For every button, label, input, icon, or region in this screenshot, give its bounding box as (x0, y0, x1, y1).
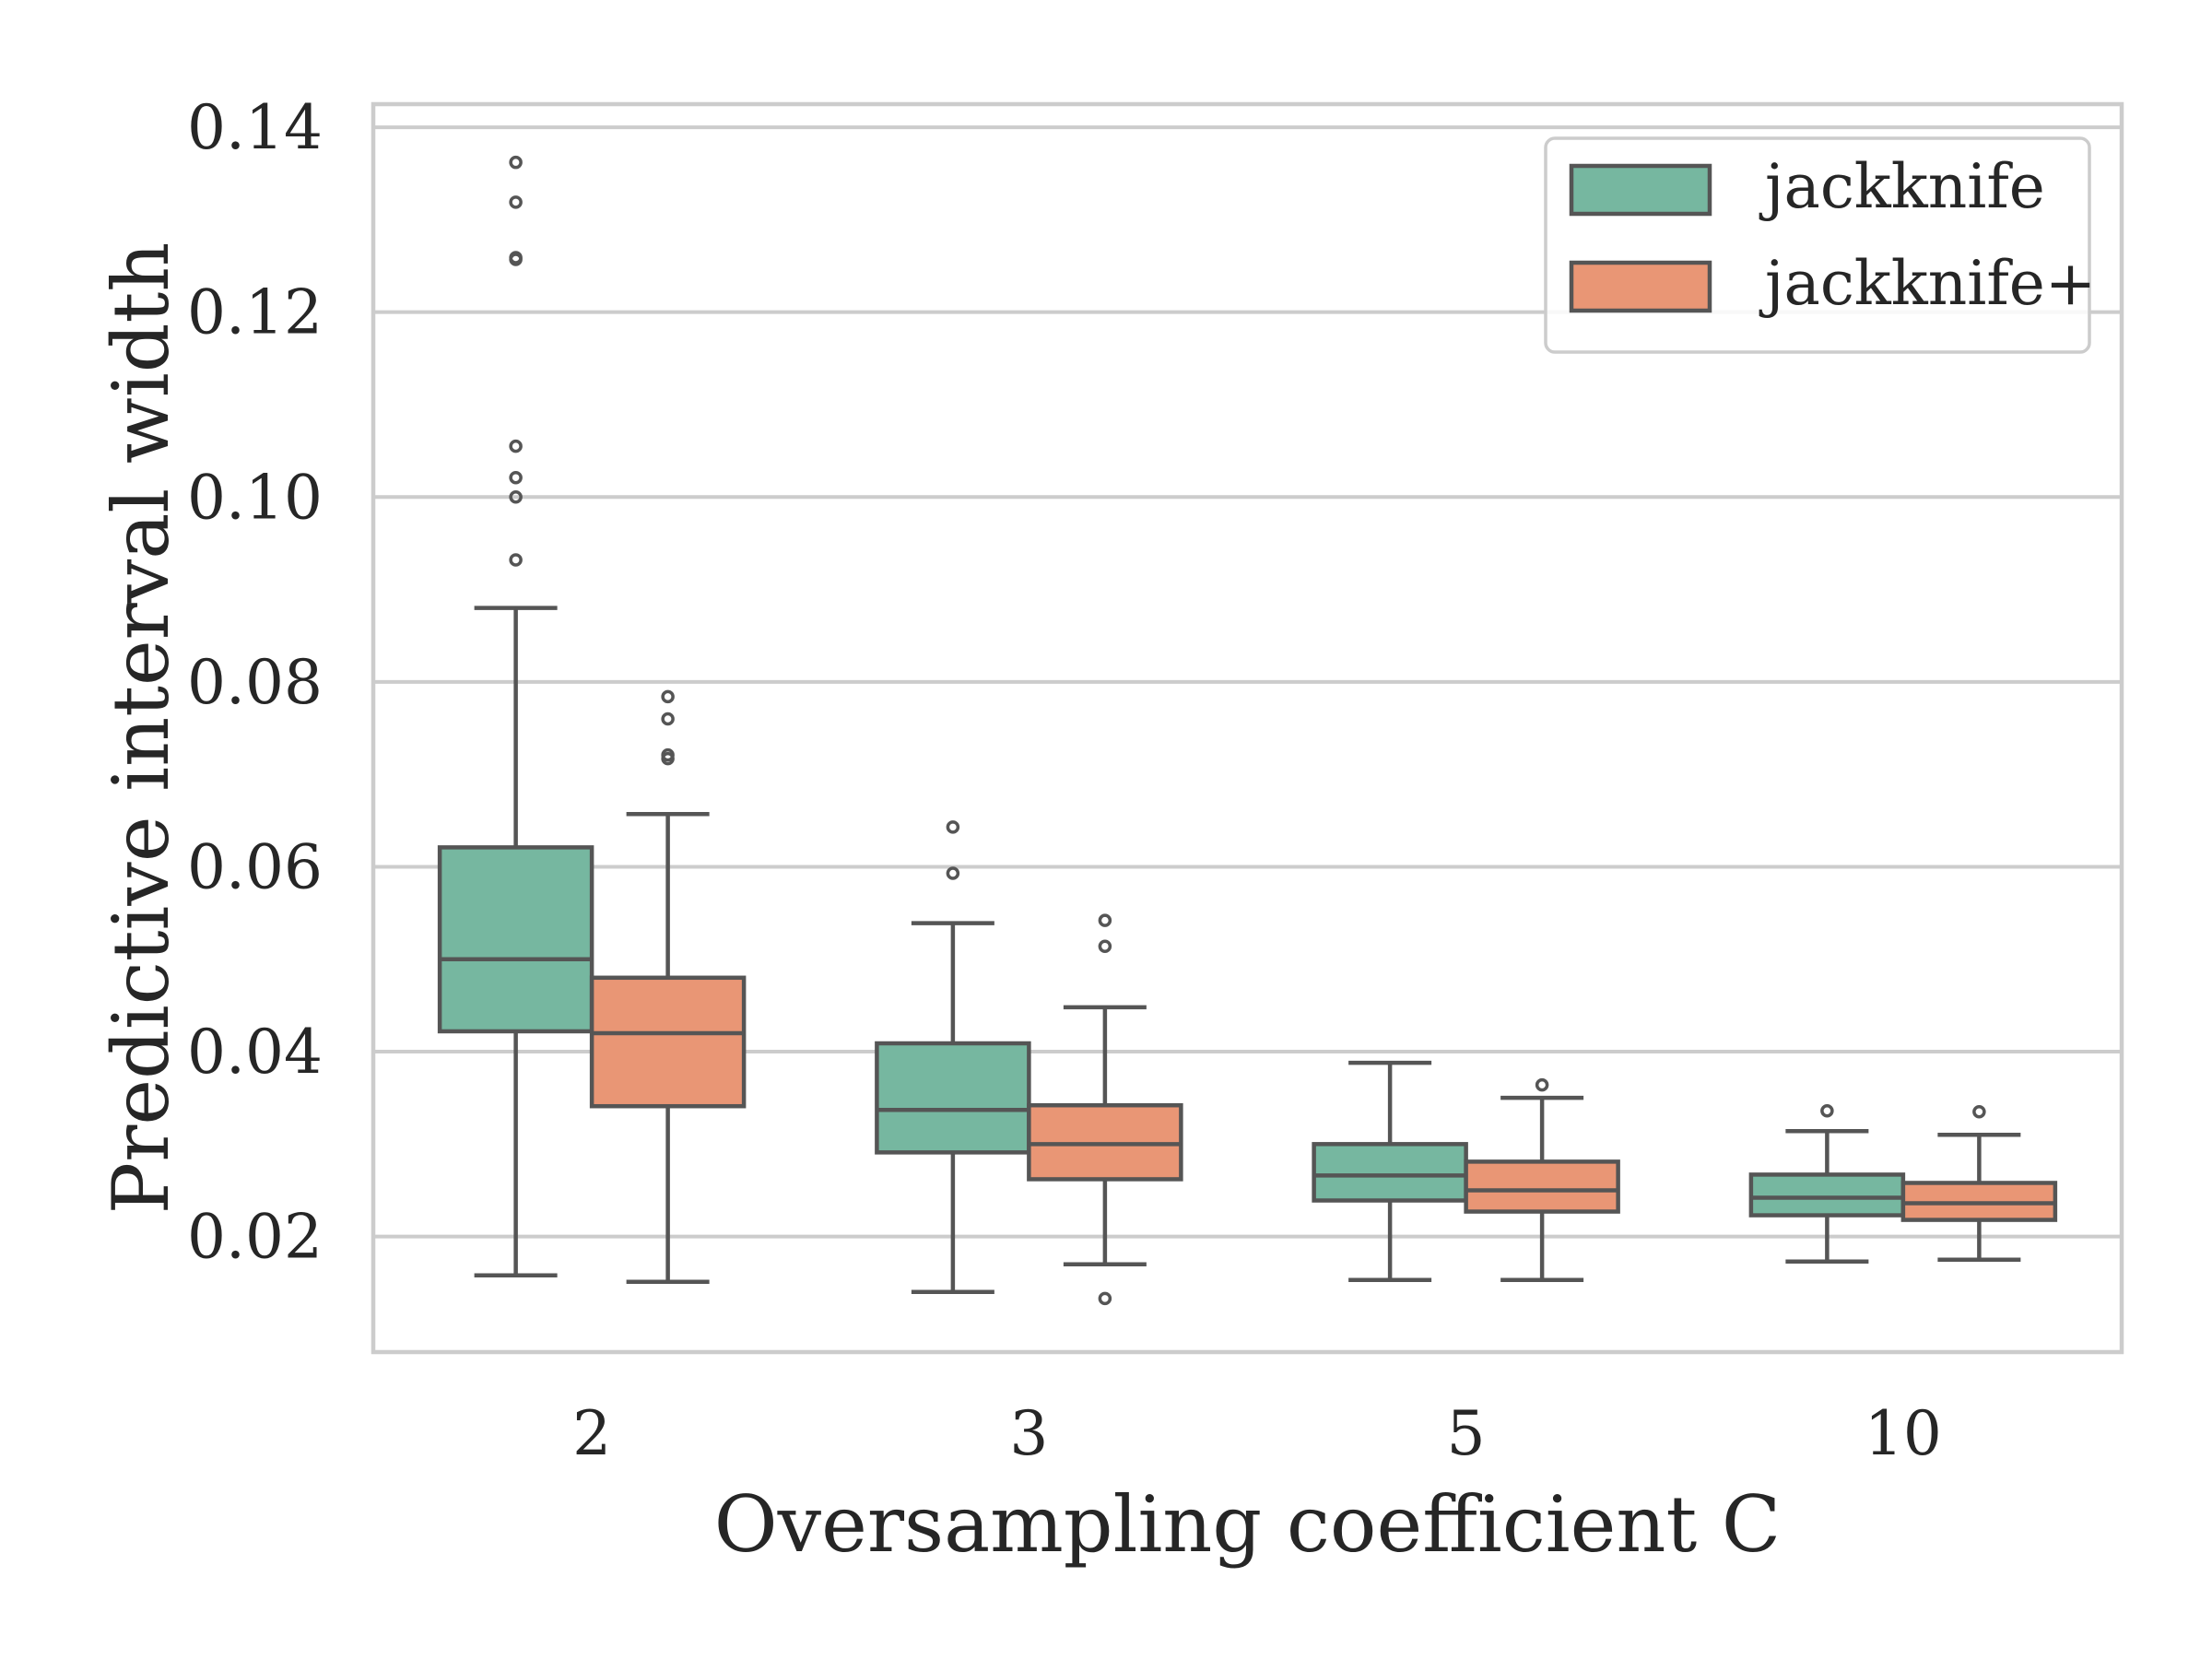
outlier-point (946, 820, 960, 834)
outlier-point (509, 490, 523, 504)
box-jackknife-plus-c2 (589, 689, 747, 1285)
x-tick-label: 3 (1009, 1398, 1048, 1469)
y-tick-labels: 0.02 0.04 0.06 0.08 0.10 0.12 0.14 (187, 92, 323, 1273)
outlier-point (509, 251, 523, 265)
outlier-point (661, 712, 675, 726)
outlier-point (1098, 913, 1112, 927)
outlier-point (509, 470, 523, 485)
outlier-point (1098, 1291, 1112, 1306)
box-jackknife-plus-c10 (1900, 1104, 2058, 1262)
iqr-box (875, 1041, 1031, 1155)
box-jackknife-c10 (1748, 1103, 1906, 1264)
box-jackknife-plus-c3 (1027, 913, 1183, 1306)
legend-label-jackknife: jackknife (1759, 151, 2045, 222)
legend: jackknife jackknife+ (1544, 136, 2096, 354)
legend-swatch-jackknife (1569, 163, 1712, 217)
outlier-point (661, 747, 675, 762)
y-tick-label: 0.06 (187, 831, 323, 902)
y-tick-label: 0.12 (187, 277, 323, 348)
outlier-point (509, 553, 523, 567)
boxes (437, 155, 2058, 1306)
outlier-point (509, 155, 523, 170)
x-axis-label: Oversampling coefficient C (714, 1479, 1781, 1570)
y-axis-label: Predictive interval width (96, 242, 186, 1215)
y-tick-label: 0.14 (187, 92, 323, 163)
box-jackknife-plus-c5 (1464, 1077, 1620, 1283)
y-tick-label: 0.02 (187, 1202, 323, 1273)
iqr-box (1312, 1142, 1468, 1203)
x-tick-label: 5 (1447, 1398, 1486, 1469)
iqr-box (1464, 1159, 1620, 1214)
outlier-point (1820, 1103, 1834, 1118)
outlier-point (1972, 1104, 1986, 1119)
y-tick-label: 0.04 (187, 1017, 323, 1088)
y-tick-label: 0.08 (187, 647, 323, 718)
x-tick-label: 2 (572, 1398, 611, 1469)
iqr-box (1748, 1172, 1906, 1218)
legend-label-jackknife-plus: jackknife+ (1759, 248, 2096, 319)
outlier-point (1098, 939, 1112, 953)
x-tick-labels: 2 3 5 10 (572, 1398, 1942, 1469)
outlier-point (509, 195, 523, 209)
outlier-point (1535, 1077, 1549, 1092)
box-jackknife-c3 (875, 820, 1031, 1295)
outlier-point (946, 866, 960, 880)
box-jackknife-c2 (437, 155, 594, 1278)
plot-frame (371, 101, 2124, 1355)
y-tick-label: 0.10 (187, 462, 323, 533)
iqr-box (589, 975, 747, 1109)
legend-swatch-jackknife-plus (1569, 260, 1712, 313)
outlier-point (509, 439, 523, 453)
outlier-point (661, 689, 675, 704)
x-tick-label: 10 (1865, 1398, 1942, 1469)
iqr-box (437, 845, 594, 1034)
